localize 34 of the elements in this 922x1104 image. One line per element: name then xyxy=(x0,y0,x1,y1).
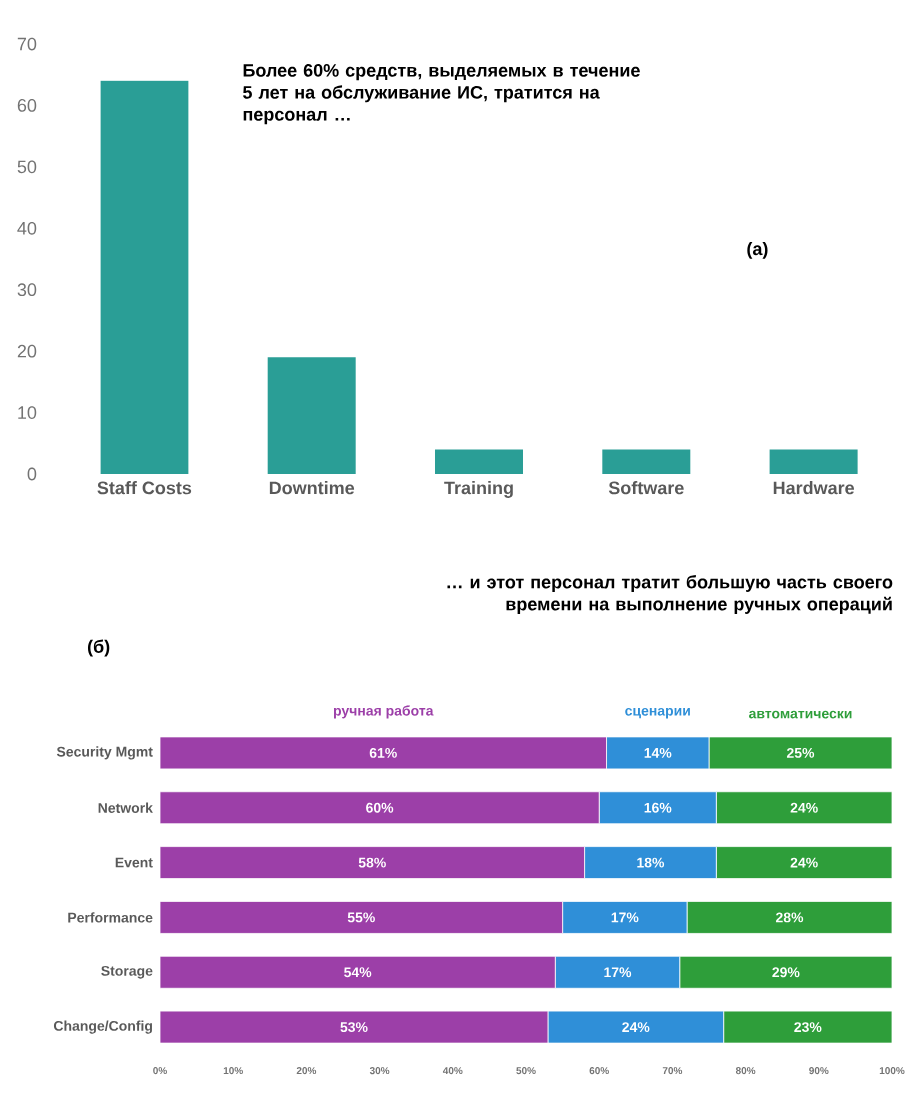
y-tick-label: 10 xyxy=(18,406,37,419)
x-tick-label: Staff Costs xyxy=(97,481,192,495)
annotation: (а) xyxy=(747,242,768,259)
bar xyxy=(435,449,523,474)
x-tick-label: Hardware xyxy=(773,481,855,495)
bar xyxy=(715,846,893,879)
annotation: Более 60% средств, выделяемых в течение 5 лет на обслуживание ИС, тратится на персонал … xyxy=(243,63,640,125)
bar xyxy=(267,357,356,474)
x-tick-label: Downtime xyxy=(269,481,355,495)
y-tick-label: 0 xyxy=(27,467,37,481)
bar xyxy=(723,1010,893,1044)
y-tick-label: 70 xyxy=(17,37,37,51)
bar xyxy=(160,736,607,770)
bar xyxy=(160,846,585,879)
y-tick-label: 20 xyxy=(17,344,37,358)
bar xyxy=(160,901,563,934)
y-tick-label: 60 xyxy=(17,99,37,112)
x-tick-label: Software xyxy=(608,481,684,495)
bar xyxy=(769,449,858,474)
y-tick-label: 50 xyxy=(17,160,37,174)
bar xyxy=(679,955,893,989)
bar xyxy=(160,1010,549,1044)
bar xyxy=(715,791,893,825)
y-tick-label: 40 xyxy=(17,221,37,235)
bar xyxy=(708,736,893,770)
bar xyxy=(100,80,189,474)
x-tick-label: Training xyxy=(444,481,513,498)
bar xyxy=(160,791,600,825)
bar xyxy=(160,955,556,989)
bar xyxy=(602,449,691,474)
y-tick-label: 30 xyxy=(17,283,37,297)
bar xyxy=(686,901,893,934)
text: (б) xyxy=(87,639,110,657)
chart-title: … и этот персонал тратит большую часть своего времени на выполнение ручных операций xyxy=(447,575,893,614)
